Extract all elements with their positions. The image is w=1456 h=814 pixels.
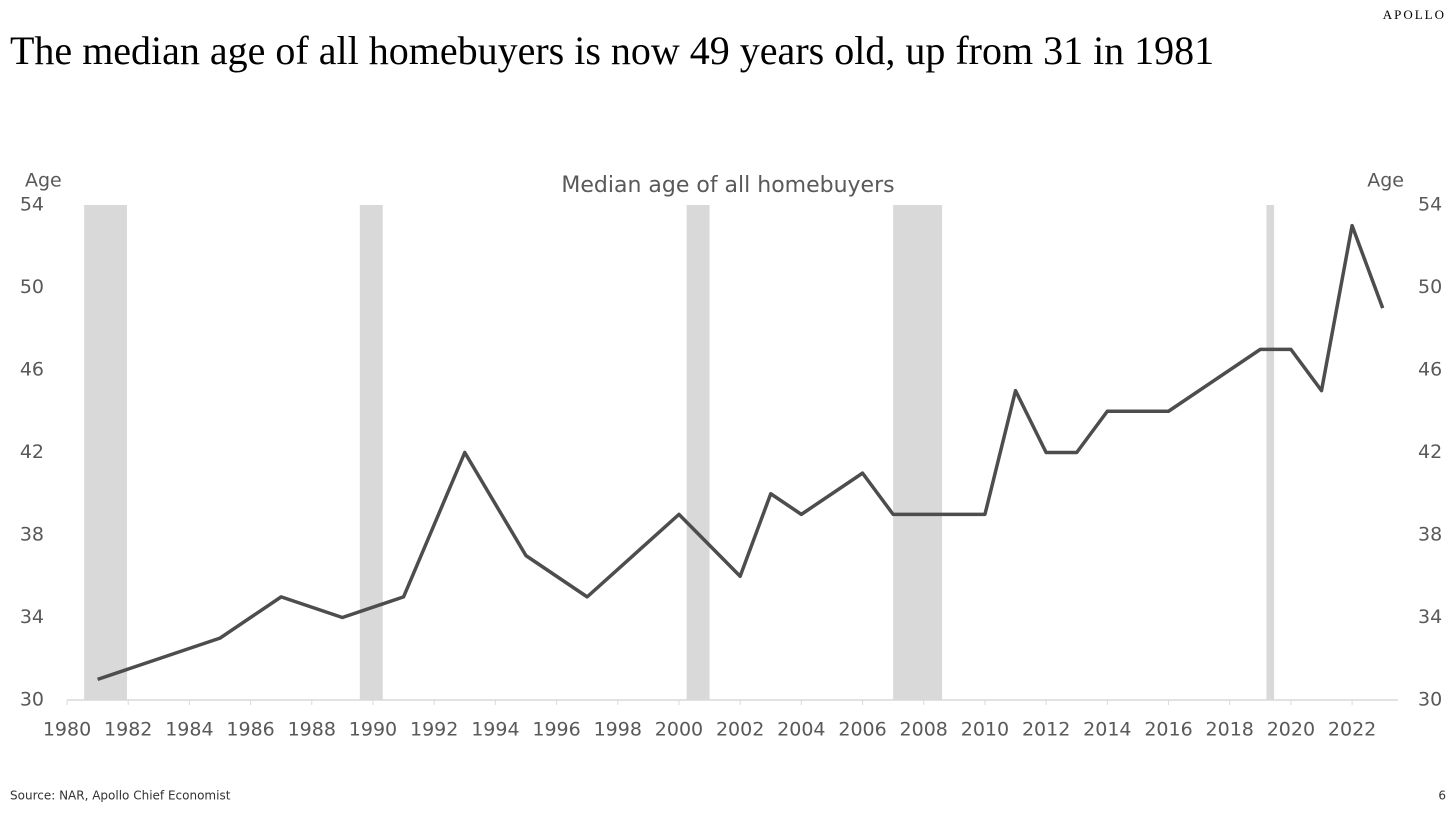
x-tick-label: 1980 [43,719,91,741]
x-tick-label: 1992 [410,719,458,741]
x-tick-label: 1988 [288,719,336,741]
x-tick-label: 2008 [900,719,948,741]
y-tick-label: 42 [20,441,44,463]
x-tick-label: 2002 [716,719,764,741]
y-tick-label: 34 [20,606,44,628]
y-tick-label: 30 [20,689,44,711]
recession-band [359,205,383,700]
x-tick-label: 1998 [594,719,642,741]
y2-axis-label: Age [1367,170,1404,192]
x-tick-label: 2016 [1144,719,1192,741]
y2-tick-label: 30 [1418,689,1442,711]
y2-tick-label: 34 [1418,606,1442,628]
y2-tick-label: 46 [1418,359,1442,381]
x-tick-label: 2012 [1022,719,1070,741]
recession-band [686,205,710,700]
recession-band [84,205,127,700]
x-tick-label: 2018 [1206,719,1254,741]
x-tick-label: 2022 [1328,719,1376,741]
x-tick-label: 1986 [226,719,274,741]
x-tick-label: 1990 [349,719,397,741]
recession-band [1266,205,1275,700]
brand: APOLLO [1383,7,1446,22]
chart-title: The median age of all homebuyers is now … [10,28,1214,73]
page-number: 6 [1438,789,1446,803]
source-note: Source: NAR, Apollo Chief Economist [10,789,231,803]
x-tick-label: 2000 [655,719,703,741]
x-tick-label: 1996 [532,719,580,741]
y2-tick-label: 54 [1418,194,1442,216]
x-tick-label: 1994 [471,719,519,741]
y-tick-label: 50 [20,276,44,298]
x-tick-label: 2014 [1083,719,1131,741]
y-tick-label: 54 [20,194,44,216]
y2-tick-label: 50 [1418,276,1442,298]
x-tick-label: 2010 [961,719,1009,741]
chart-subtitle: Median age of all homebuyers [561,173,894,198]
x-tick-label: 1984 [165,719,213,741]
y-tick-label: 38 [20,524,44,546]
y-axis-label: Age [25,170,62,192]
x-tick-label: 1982 [104,719,152,741]
data-line [97,223,1385,682]
x-tick-label: 2004 [777,719,825,741]
y-tick-label: 46 [20,359,44,381]
x-tick-label: 2006 [838,719,886,741]
recession-band [893,205,943,700]
x-tick-label: 2020 [1267,719,1315,741]
y2-tick-label: 38 [1418,524,1442,546]
y2-tick-label: 42 [1418,441,1442,463]
